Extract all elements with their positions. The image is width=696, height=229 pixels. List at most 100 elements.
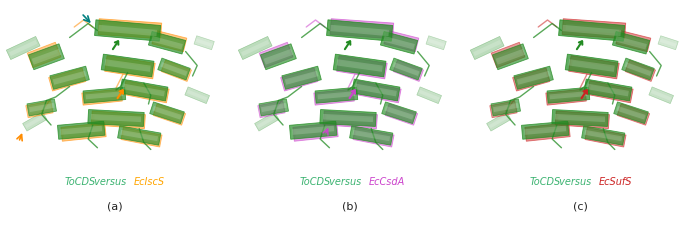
Polygon shape [104, 60, 151, 73]
Polygon shape [614, 102, 649, 124]
FancyBboxPatch shape [0, 0, 232, 174]
Text: versus: versus [326, 176, 364, 186]
Polygon shape [52, 73, 83, 87]
Polygon shape [261, 104, 287, 113]
Polygon shape [525, 123, 570, 142]
Polygon shape [513, 69, 550, 92]
Polygon shape [314, 90, 354, 106]
Polygon shape [569, 56, 619, 79]
Polygon shape [259, 100, 289, 116]
Polygon shape [26, 101, 53, 118]
Polygon shape [320, 110, 376, 127]
Polygon shape [333, 25, 390, 35]
Polygon shape [587, 132, 624, 143]
Polygon shape [333, 55, 386, 77]
Polygon shape [326, 116, 374, 125]
Polygon shape [555, 114, 605, 123]
Polygon shape [31, 48, 58, 63]
Polygon shape [617, 106, 646, 120]
Polygon shape [340, 61, 384, 74]
Polygon shape [385, 104, 418, 126]
Polygon shape [63, 128, 104, 137]
Polygon shape [562, 20, 626, 40]
Polygon shape [417, 87, 441, 104]
Polygon shape [489, 115, 509, 129]
Polygon shape [427, 39, 445, 48]
Polygon shape [330, 20, 394, 40]
Polygon shape [53, 71, 86, 85]
Polygon shape [121, 128, 162, 147]
FancyBboxPatch shape [464, 0, 696, 174]
Polygon shape [516, 71, 551, 85]
Polygon shape [582, 126, 625, 145]
Polygon shape [285, 71, 319, 85]
Polygon shape [60, 126, 102, 135]
Polygon shape [84, 93, 120, 102]
Polygon shape [628, 65, 653, 78]
Polygon shape [101, 55, 154, 77]
Polygon shape [260, 105, 283, 114]
Polygon shape [126, 86, 166, 99]
Polygon shape [95, 21, 161, 42]
Polygon shape [91, 112, 145, 129]
Polygon shape [355, 84, 397, 97]
Polygon shape [330, 26, 389, 37]
Polygon shape [323, 114, 373, 123]
Polygon shape [27, 43, 61, 68]
Polygon shape [83, 88, 126, 104]
Polygon shape [617, 104, 649, 126]
Polygon shape [194, 37, 214, 51]
Polygon shape [615, 37, 647, 50]
Polygon shape [152, 31, 187, 52]
Text: versus: versus [91, 176, 129, 186]
Polygon shape [494, 48, 522, 63]
Polygon shape [524, 126, 567, 135]
Polygon shape [590, 86, 630, 99]
Polygon shape [58, 122, 105, 140]
Polygon shape [584, 80, 632, 101]
Polygon shape [516, 73, 547, 87]
Polygon shape [393, 63, 420, 77]
Polygon shape [496, 49, 525, 65]
Polygon shape [124, 132, 159, 143]
Polygon shape [396, 65, 421, 78]
Polygon shape [61, 123, 106, 142]
Polygon shape [25, 115, 45, 129]
Polygon shape [547, 88, 590, 104]
Polygon shape [238, 37, 272, 60]
Polygon shape [612, 32, 649, 55]
Text: versus: versus [556, 176, 594, 186]
Polygon shape [555, 112, 610, 129]
Polygon shape [258, 101, 285, 118]
Polygon shape [150, 102, 184, 124]
Polygon shape [290, 122, 337, 140]
Polygon shape [351, 80, 400, 101]
Polygon shape [426, 37, 446, 51]
Polygon shape [86, 92, 123, 100]
Polygon shape [156, 108, 183, 122]
Polygon shape [470, 37, 504, 60]
Polygon shape [122, 84, 165, 97]
Polygon shape [161, 61, 191, 82]
Polygon shape [6, 37, 40, 60]
Text: (b): (b) [342, 201, 358, 211]
Polygon shape [185, 87, 209, 104]
Polygon shape [91, 114, 141, 123]
Polygon shape [98, 20, 161, 40]
Polygon shape [50, 67, 89, 90]
Polygon shape [160, 63, 188, 77]
Polygon shape [569, 60, 615, 73]
Polygon shape [528, 128, 567, 137]
Polygon shape [616, 31, 651, 52]
Polygon shape [151, 37, 183, 50]
Polygon shape [152, 106, 182, 120]
Polygon shape [619, 35, 648, 48]
Polygon shape [565, 55, 618, 77]
Polygon shape [625, 61, 656, 82]
Polygon shape [383, 37, 415, 50]
Polygon shape [587, 84, 629, 97]
Polygon shape [28, 105, 52, 114]
Polygon shape [624, 63, 651, 77]
Polygon shape [94, 116, 143, 125]
Polygon shape [123, 81, 169, 103]
